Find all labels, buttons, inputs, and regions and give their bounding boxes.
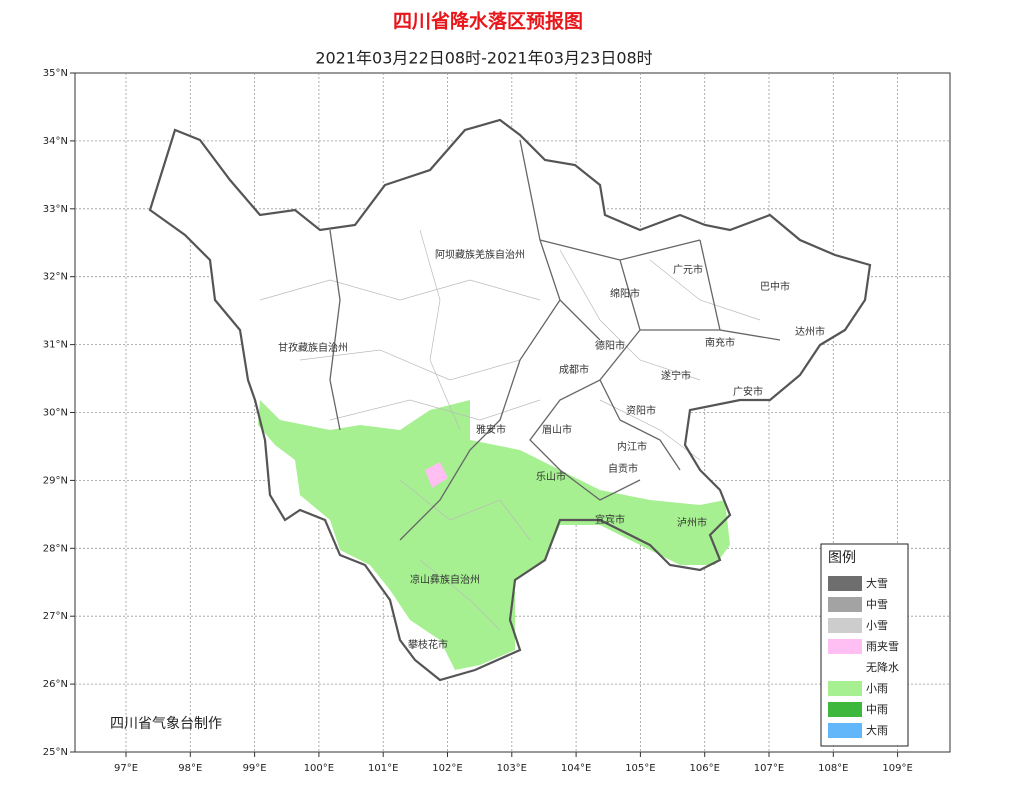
place-label: 自贡市: [608, 462, 638, 475]
place-label: 阿坝藏族羌族自治州: [435, 248, 525, 261]
place-label: 广安市: [733, 385, 763, 398]
place-label: 眉山市: [542, 423, 572, 436]
latitude-label: 29°N: [43, 475, 68, 486]
legend-label: 小雪: [866, 619, 888, 632]
place-label: 绵阳市: [610, 287, 640, 300]
place-label: 成都市: [559, 363, 589, 376]
province-border: [148, 118, 872, 682]
legend-swatch: [828, 681, 862, 696]
place-label: 巴中市: [760, 280, 790, 293]
longitude-label: 109°E: [882, 763, 912, 774]
latitude-label: 25°N: [43, 747, 68, 758]
city-borders: [329, 139, 781, 541]
place-label: 广元市: [673, 263, 703, 276]
latitude-label: 32°N: [43, 272, 68, 283]
latitude-label: 30°N: [43, 408, 68, 419]
longitude-label: 100°E: [304, 763, 334, 774]
legend-swatch: [828, 576, 862, 591]
longitude-label: 107°E: [754, 763, 784, 774]
district-borders: [259, 229, 761, 631]
longitude-label: 98°E: [178, 763, 202, 774]
place-label: 达州市: [795, 325, 825, 338]
place-label: 南充市: [705, 336, 735, 349]
place-label: 甘孜藏族自治州: [278, 341, 348, 354]
title: 四川省降水落区预报图: [393, 10, 583, 33]
longitude-label: 103°E: [497, 763, 527, 774]
legend-label: 无降水: [866, 660, 899, 674]
legend-swatch: [828, 639, 862, 654]
place-label: 内江市: [617, 440, 647, 453]
light-rain-area: [258, 400, 730, 670]
place-label: 凉山彝族自治州: [410, 573, 480, 586]
latitude-label: 28°N: [43, 543, 68, 554]
subtitle: 2021年03月22日08时-2021年03月23日08时: [315, 49, 652, 68]
place-label: 雅安市: [476, 423, 506, 436]
longitude-label: 108°E: [818, 763, 848, 774]
longitude-label: 105°E: [625, 763, 655, 774]
place-label: 泸州市: [677, 516, 707, 529]
longitude-label: 102°E: [432, 763, 462, 774]
legend-swatch: [828, 618, 862, 633]
place-label: 德阳市: [595, 339, 625, 352]
latitude-label: 26°N: [43, 679, 68, 690]
legend-label: 大雨: [866, 723, 888, 737]
legend-swatch: [828, 597, 862, 612]
longitude-label: 104°E: [561, 763, 591, 774]
legend-label: 中雨: [866, 703, 888, 716]
latitude-label: 34°N: [43, 136, 68, 147]
latitude-label: 35°N: [43, 68, 68, 79]
place-label: 资阳市: [626, 404, 656, 417]
legend-swatch: [828, 660, 862, 675]
legend-label: 中雪: [866, 598, 888, 611]
legend-label: 小雨: [866, 682, 888, 695]
place-label: 乐山市: [536, 470, 566, 483]
latitude-label: 27°N: [43, 611, 68, 622]
legend-swatch: [828, 723, 862, 738]
legend-swatch: [828, 702, 862, 717]
legend-label: 雨夹雪: [866, 640, 899, 653]
longitude-label: 101°E: [368, 763, 398, 774]
legend-label: 大雪: [866, 576, 888, 590]
latitude-label: 31°N: [43, 340, 68, 351]
longitude-label: 106°E: [689, 763, 719, 774]
legend-title: 图例: [828, 550, 856, 566]
place-label: 遂宁市: [661, 369, 691, 382]
latitude-label: 33°N: [43, 204, 68, 215]
sleet-area: [425, 462, 448, 488]
credit: 四川省气象台制作: [110, 716, 222, 732]
longitude-label: 99°E: [243, 763, 267, 774]
place-label: 宜宾市: [595, 513, 625, 526]
longitude-label: 97°E: [114, 763, 138, 774]
place-label: 攀枝花市: [408, 638, 448, 651]
